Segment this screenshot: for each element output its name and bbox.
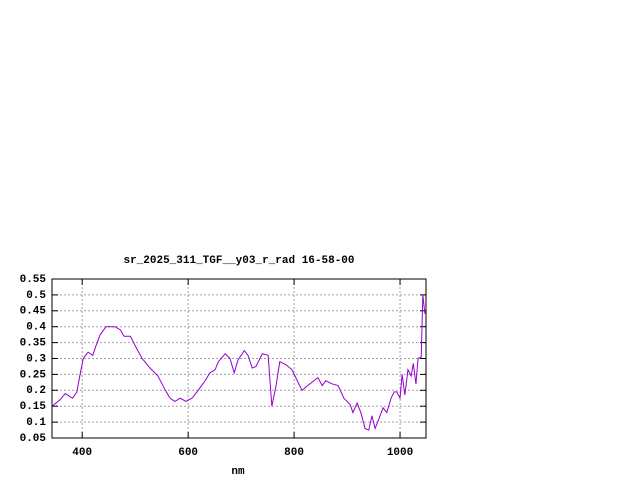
y-tick-label: 0.3 xyxy=(26,353,46,365)
y-tick-label: 0.2 xyxy=(26,385,46,397)
x-axis-label: nm xyxy=(231,466,245,478)
plot-border xyxy=(51,278,427,439)
y-tick-label: 0.05 xyxy=(20,433,47,445)
y-tick-label: 0.45 xyxy=(20,306,47,318)
x-tick-label: 600 xyxy=(178,447,198,459)
y-tick-label: 0.1 xyxy=(26,417,46,429)
chart-title: sr_2025_311_TGF__y03_r_rad 16-58-00 xyxy=(123,255,354,267)
data-line xyxy=(51,294,426,431)
y-tick-label: 0.4 xyxy=(26,322,46,334)
y-tick-label: 0.15 xyxy=(20,401,47,413)
y-tick-label: 0.35 xyxy=(20,338,47,350)
x-tick-label: 800 xyxy=(284,447,304,459)
x-tick-label: 400 xyxy=(72,447,92,459)
y-tick-label: 0.25 xyxy=(20,369,47,381)
y-tick-label: 0.55 xyxy=(20,274,47,286)
y-tick-label: 0.5 xyxy=(26,290,46,302)
x-tick-label: 1000 xyxy=(387,447,413,459)
